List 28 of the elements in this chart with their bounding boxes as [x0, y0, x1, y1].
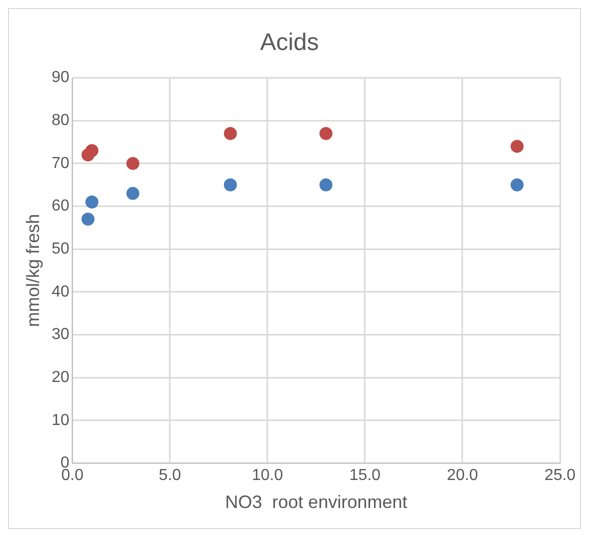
y-tick-label: 70 [52, 154, 70, 172]
point [510, 140, 524, 153]
point [224, 178, 237, 192]
point [319, 178, 332, 192]
y-tick-label: 10 [52, 412, 70, 429]
y-tick-label: 20 [52, 368, 70, 386]
point [85, 195, 98, 208]
point [85, 144, 98, 158]
chart-title: Acids [260, 29, 319, 56]
y-tick-label: 40 [52, 283, 70, 300]
point [319, 126, 332, 140]
x-tick-label: 10.0 [252, 467, 284, 484]
y-tick-label: 90 [52, 69, 70, 86]
x-tick-label: 5.0 [158, 467, 182, 484]
point [126, 186, 140, 200]
point [224, 126, 237, 140]
y-tick-label: 50 [52, 240, 70, 258]
y-tick-label: 30 [52, 326, 70, 344]
y-axis-title: mmol/kg fresh [22, 214, 43, 328]
point [126, 156, 140, 170]
y-tick-label: 60 [52, 198, 70, 215]
x-tick-label: 25.0 [544, 467, 576, 484]
x-axis-title: NO3 root environment [225, 492, 408, 512]
x-tick-label: 15.0 [349, 467, 381, 484]
point [82, 212, 94, 226]
x-tick-label: 20.0 [446, 467, 478, 484]
point [510, 178, 524, 192]
y-tick-label: 80 [52, 112, 70, 130]
